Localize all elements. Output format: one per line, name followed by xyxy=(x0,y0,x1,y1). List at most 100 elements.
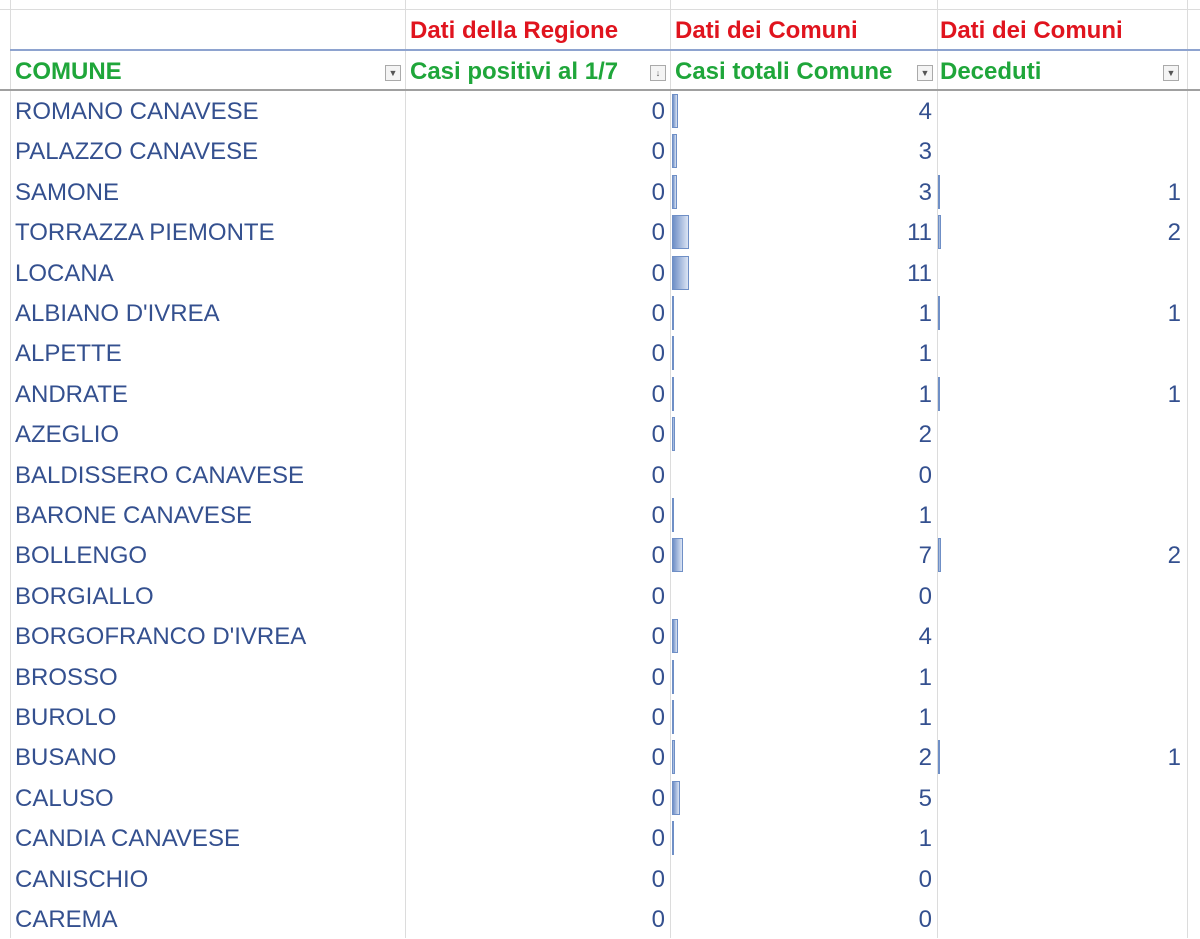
filter-dropdown-icon[interactable]: ▼ xyxy=(385,65,401,81)
cell-casi-totali[interactable]: 1 xyxy=(918,300,932,327)
cell-casi-totali[interactable]: 0 xyxy=(918,461,932,489)
cell-comune[interactable]: BALDISSERO CANAVESE xyxy=(15,461,304,489)
cell-deceduti[interactable]: 1 xyxy=(1167,178,1181,206)
cell-comune[interactable]: CANISCHIO xyxy=(15,865,149,893)
cell-deceduti[interactable] xyxy=(937,859,1187,899)
cell-casi-totali[interactable]: 3 xyxy=(918,178,932,206)
cell-deceduti[interactable] xyxy=(937,576,1187,616)
table-row: ANDRATE 0 1 1 xyxy=(0,374,1200,414)
cell-comune[interactable]: BORGIALLO xyxy=(15,582,154,610)
cell-deceduti[interactable] xyxy=(937,131,1187,171)
cell-casi-positivi[interactable]: 0 xyxy=(651,906,665,933)
cell-deceduti[interactable] xyxy=(937,778,1187,818)
cell-comune[interactable]: PALAZZO CANAVESE xyxy=(15,138,259,166)
header-comune[interactable]: COMUNE xyxy=(15,58,122,85)
cell-casi-positivi[interactable]: 0 xyxy=(651,300,665,327)
cell-casi-positivi[interactable]: 0 xyxy=(651,865,665,893)
cell-casi-totali[interactable]: 0 xyxy=(918,906,932,933)
cell-deceduti[interactable] xyxy=(937,657,1187,697)
cell-casi-totali[interactable]: 7 xyxy=(918,542,932,570)
cell-casi-totali[interactable]: 4 xyxy=(918,623,932,651)
header-deceduti[interactable]: Deceduti xyxy=(940,58,1042,85)
cell-casi-positivi[interactable]: 0 xyxy=(651,582,665,610)
cell-comune[interactable]: BUROLO xyxy=(15,704,117,731)
cell-casi-totali[interactable]: 1 xyxy=(918,380,932,408)
cell-casi-totali[interactable]: 2 xyxy=(918,421,932,449)
cell-comune[interactable]: AZEGLIO xyxy=(15,421,120,449)
cell-comune[interactable]: TORRAZZA PIEMONTE xyxy=(15,219,275,247)
cell-comune[interactable]: ALBIANO D'IVREA xyxy=(15,300,220,327)
cell-casi-positivi[interactable]: 0 xyxy=(651,380,665,408)
databar-deceduti xyxy=(938,376,940,411)
cell-casi-totali[interactable]: 0 xyxy=(918,865,932,893)
cell-casi-positivi[interactable]: 0 xyxy=(651,461,665,489)
cell-deceduti[interactable] xyxy=(937,697,1187,737)
cell-comune[interactable]: CAREMA xyxy=(15,906,118,933)
table-row: LOCANA 0 11 xyxy=(0,253,1200,293)
cell-comune[interactable]: ROMANO CANAVESE xyxy=(15,98,259,125)
cell-casi-totali[interactable]: 2 xyxy=(918,744,932,772)
cell-comune[interactable]: BUSANO xyxy=(15,744,117,772)
header-casi-positivi[interactable]: Casi positivi al 1/7 xyxy=(410,58,619,85)
cell-casi-positivi[interactable]: 0 xyxy=(651,623,665,651)
cell-casi-positivi[interactable]: 0 xyxy=(651,663,665,691)
cell-comune[interactable]: SAMONE xyxy=(15,178,120,206)
cell-casi-positivi[interactable]: 0 xyxy=(651,98,665,125)
cell-comune[interactable]: ALPETTE xyxy=(15,340,122,368)
cell-casi-totali[interactable]: 1 xyxy=(918,704,932,731)
filter-dropdown-icon[interactable]: ▼ xyxy=(917,65,933,81)
cell-casi-positivi[interactable]: 0 xyxy=(651,421,665,449)
cell-deceduti[interactable]: 1 xyxy=(1167,380,1181,408)
cell-casi-positivi[interactable]: 0 xyxy=(651,340,665,368)
cell-comune[interactable]: BARONE CANAVESE xyxy=(15,502,252,529)
group-header-comuni-2[interactable]: Dati dei Comuni xyxy=(940,17,1123,44)
cell-deceduti[interactable] xyxy=(937,333,1187,373)
cell-deceduti[interactable] xyxy=(937,414,1187,454)
cell-casi-positivi[interactable]: 0 xyxy=(651,502,665,529)
cell-casi-positivi[interactable]: 0 xyxy=(651,825,665,853)
cell-casi-totali[interactable]: 1 xyxy=(918,825,932,853)
cell-casi-totali[interactable]: 1 xyxy=(918,502,932,529)
header-casi-totali[interactable]: Casi totali Comune xyxy=(675,58,893,85)
cell-comune[interactable]: CANDIA CANAVESE xyxy=(15,825,240,853)
cell-comune[interactable]: ANDRATE xyxy=(15,380,128,408)
cell-comune[interactable]: BORGOFRANCO D'IVREA xyxy=(15,623,307,651)
cell-deceduti[interactable] xyxy=(937,899,1187,939)
cell-casi-positivi[interactable]: 0 xyxy=(651,259,665,287)
cell-deceduti[interactable] xyxy=(937,91,1187,131)
sort-descending-icon[interactable]: ↓ xyxy=(650,65,666,81)
cell-casi-totali[interactable]: 5 xyxy=(918,784,932,812)
cell-casi-positivi[interactable]: 0 xyxy=(651,704,665,731)
cell-casi-totali[interactable]: 3 xyxy=(918,138,932,166)
cell-casi-totali[interactable]: 1 xyxy=(918,663,932,691)
group-header-comuni[interactable]: Dati dei Comuni xyxy=(675,17,858,44)
cell-casi-positivi[interactable]: 0 xyxy=(651,138,665,166)
cell-deceduti[interactable] xyxy=(937,455,1187,495)
cell-deceduti[interactable] xyxy=(937,253,1187,293)
table-row: PALAZZO CANAVESE 0 3 xyxy=(0,131,1200,171)
cell-casi-positivi[interactable]: 0 xyxy=(651,542,665,570)
cell-casi-totali[interactable]: 4 xyxy=(918,98,932,125)
cell-comune[interactable]: LOCANA xyxy=(15,259,114,287)
cell-deceduti[interactable] xyxy=(937,616,1187,656)
cell-deceduti[interactable] xyxy=(937,818,1187,858)
cell-deceduti[interactable]: 1 xyxy=(1167,300,1181,327)
filter-dropdown-icon[interactable]: ▼ xyxy=(1163,65,1179,81)
cell-deceduti[interactable]: 2 xyxy=(1167,219,1181,247)
cell-casi-totali[interactable]: 0 xyxy=(918,582,932,610)
cell-casi-positivi[interactable]: 0 xyxy=(651,784,665,812)
cell-casi-positivi[interactable]: 0 xyxy=(651,178,665,206)
cell-casi-totali[interactable]: 11 xyxy=(907,219,932,247)
group-header-regione[interactable]: Dati della Regione xyxy=(410,17,619,44)
cell-deceduti[interactable] xyxy=(937,495,1187,535)
cell-comune[interactable]: CALUSO xyxy=(15,784,114,812)
cell-deceduti[interactable]: 2 xyxy=(1167,542,1181,570)
cell-comune[interactable]: BROSSO xyxy=(15,663,118,691)
cell-casi-positivi[interactable]: 0 xyxy=(651,744,665,772)
cell-comune[interactable]: BOLLENGO xyxy=(15,542,148,570)
cell-casi-positivi[interactable]: 0 xyxy=(651,219,665,247)
cell-casi-totali[interactable]: 1 xyxy=(918,340,932,368)
cell-casi-totali[interactable]: 11 xyxy=(907,259,932,287)
databar-casi-totali xyxy=(672,296,674,330)
cell-deceduti[interactable]: 1 xyxy=(1167,744,1181,772)
